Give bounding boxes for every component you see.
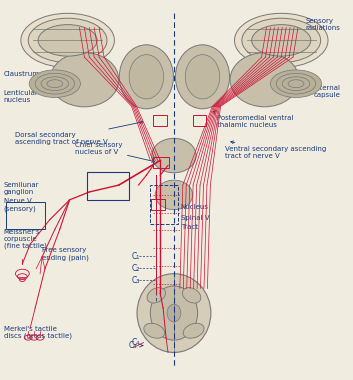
Text: Meissner's
corpuscle
(fine tactile): Meissner's corpuscle (fine tactile): [4, 229, 47, 250]
Ellipse shape: [41, 77, 68, 90]
Bar: [153, 157, 169, 168]
Ellipse shape: [276, 73, 316, 94]
Text: Posteromedial ventral
thalamic nucleus: Posteromedial ventral thalamic nucleus: [213, 111, 294, 128]
Ellipse shape: [183, 323, 204, 338]
Ellipse shape: [282, 77, 310, 90]
Ellipse shape: [137, 274, 211, 352]
Ellipse shape: [234, 13, 328, 67]
Ellipse shape: [144, 323, 165, 338]
Bar: [153, 115, 167, 126]
Ellipse shape: [21, 13, 114, 67]
Text: Sensory
radiations: Sensory radiations: [295, 18, 341, 32]
Text: Chief sensory
nucleus of V: Chief sensory nucleus of V: [74, 142, 155, 162]
Bar: [193, 115, 207, 126]
Ellipse shape: [28, 18, 107, 63]
Ellipse shape: [29, 70, 80, 97]
Ellipse shape: [147, 288, 166, 303]
Text: Spinal V: Spinal V: [181, 215, 209, 220]
Text: C₄: C₄: [128, 341, 143, 350]
Ellipse shape: [150, 286, 198, 340]
Text: C₄: C₄: [132, 338, 140, 347]
Text: Nucleus: Nucleus: [181, 204, 209, 210]
Bar: [151, 199, 165, 210]
Text: C₂: C₂: [132, 264, 140, 273]
Text: Ventral secondary ascending
tract of nerve V: Ventral secondary ascending tract of ner…: [225, 141, 327, 159]
Text: C₁: C₁: [132, 252, 140, 261]
Ellipse shape: [288, 80, 304, 88]
Ellipse shape: [119, 45, 173, 109]
Ellipse shape: [38, 25, 97, 56]
Ellipse shape: [47, 80, 63, 88]
Bar: [150, 185, 178, 225]
Text: Claustrum: Claustrum: [4, 71, 56, 83]
Ellipse shape: [252, 25, 311, 56]
Ellipse shape: [155, 180, 193, 210]
Bar: [6, 202, 45, 230]
Text: Internal
capsule: Internal capsule: [305, 84, 341, 98]
Ellipse shape: [50, 53, 119, 107]
Text: Lenticular
nucleus: Lenticular nucleus: [4, 90, 48, 103]
Ellipse shape: [129, 55, 163, 99]
Ellipse shape: [35, 73, 74, 94]
Ellipse shape: [167, 304, 181, 322]
Ellipse shape: [242, 18, 321, 63]
Ellipse shape: [230, 53, 299, 107]
Text: Nerve V
(sensory): Nerve V (sensory): [4, 198, 36, 212]
Text: Dorsal secondary
ascending tract of nerve V: Dorsal secondary ascending tract of nerv…: [16, 121, 143, 145]
Text: Tract: Tract: [181, 225, 198, 230]
Text: Free sensory
ending (pain): Free sensory ending (pain): [42, 247, 89, 261]
Ellipse shape: [175, 45, 229, 109]
Text: C₃: C₃: [132, 276, 140, 285]
Bar: [87, 172, 128, 200]
Ellipse shape: [152, 138, 196, 173]
Ellipse shape: [185, 55, 220, 99]
Text: Semilunar
ganglion: Semilunar ganglion: [4, 182, 39, 195]
Ellipse shape: [183, 288, 201, 303]
Ellipse shape: [270, 70, 322, 97]
Text: Merkel's tactile
discs (gross tactile): Merkel's tactile discs (gross tactile): [4, 326, 72, 339]
